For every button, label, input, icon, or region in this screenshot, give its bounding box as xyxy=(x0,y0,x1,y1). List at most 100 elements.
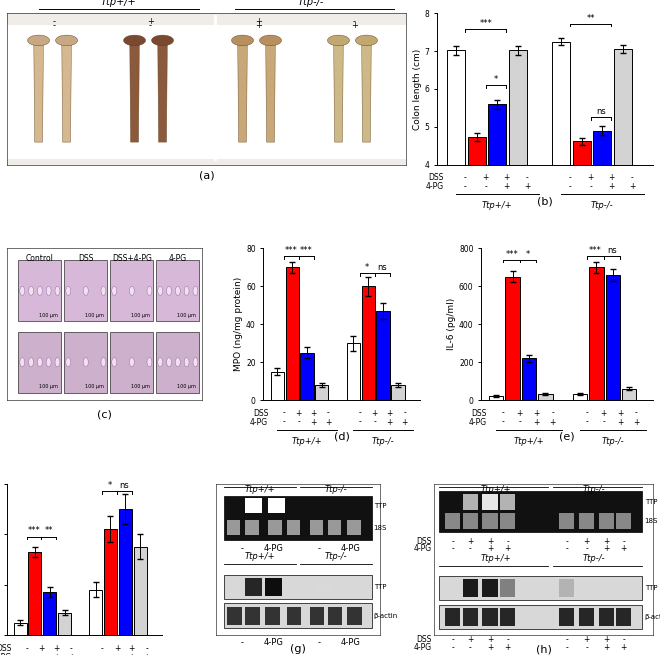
Ellipse shape xyxy=(147,358,152,367)
Polygon shape xyxy=(238,41,248,142)
FancyBboxPatch shape xyxy=(224,496,372,540)
Polygon shape xyxy=(158,41,168,142)
Text: +: + xyxy=(601,409,607,417)
FancyBboxPatch shape xyxy=(246,520,259,535)
Bar xyxy=(622,388,636,400)
Bar xyxy=(447,50,465,316)
Text: ns: ns xyxy=(378,263,387,272)
Text: +: + xyxy=(114,644,120,653)
Text: -: - xyxy=(464,174,467,182)
FancyBboxPatch shape xyxy=(616,514,632,529)
Text: +: + xyxy=(603,643,609,652)
Bar xyxy=(509,50,527,316)
FancyBboxPatch shape xyxy=(482,608,498,626)
Text: DSS+4-PG: DSS+4-PG xyxy=(112,254,152,263)
Text: -: - xyxy=(451,643,454,652)
Text: 4-PG: 4-PG xyxy=(426,182,444,191)
FancyBboxPatch shape xyxy=(500,608,515,626)
FancyBboxPatch shape xyxy=(438,491,642,532)
Text: +: + xyxy=(53,653,59,655)
Bar xyxy=(58,612,71,635)
Text: -: - xyxy=(101,653,104,655)
FancyBboxPatch shape xyxy=(317,578,334,596)
Text: 100 μm: 100 μm xyxy=(177,313,195,318)
Text: -: - xyxy=(635,409,638,417)
FancyBboxPatch shape xyxy=(500,494,515,510)
Text: -: - xyxy=(282,409,285,417)
Text: +: + xyxy=(487,536,493,546)
Text: +: + xyxy=(620,643,627,652)
Text: -: - xyxy=(451,544,454,553)
Text: +: + xyxy=(387,409,393,417)
Ellipse shape xyxy=(55,286,60,295)
Text: 100 μm: 100 μm xyxy=(38,313,57,318)
Text: Ttp+/+: Ttp+/+ xyxy=(480,485,511,494)
Ellipse shape xyxy=(28,358,34,367)
Bar xyxy=(593,131,611,316)
FancyBboxPatch shape xyxy=(347,520,360,535)
Text: DSS: DSS xyxy=(428,174,444,182)
Text: -: - xyxy=(101,644,104,653)
FancyBboxPatch shape xyxy=(7,26,407,159)
Text: (a): (a) xyxy=(199,171,214,181)
Text: -: - xyxy=(566,544,568,553)
Ellipse shape xyxy=(66,358,71,367)
Text: -: - xyxy=(469,643,472,652)
Text: +: + xyxy=(255,22,262,30)
Ellipse shape xyxy=(147,286,152,295)
Text: +: + xyxy=(401,418,408,426)
Text: β-actin: β-actin xyxy=(645,614,660,620)
Text: -: - xyxy=(551,409,554,417)
Text: -: - xyxy=(589,182,592,191)
FancyBboxPatch shape xyxy=(438,576,642,601)
Text: (h): (h) xyxy=(536,645,552,654)
Text: ***: *** xyxy=(285,246,298,255)
Text: +: + xyxy=(603,544,609,553)
Ellipse shape xyxy=(55,35,78,46)
FancyBboxPatch shape xyxy=(559,608,574,626)
Text: -: - xyxy=(40,653,43,655)
FancyBboxPatch shape xyxy=(438,605,642,629)
Bar xyxy=(506,277,520,400)
Ellipse shape xyxy=(356,35,378,46)
Text: TTP: TTP xyxy=(374,503,386,509)
FancyBboxPatch shape xyxy=(265,578,282,596)
Text: Ttp+/+: Ttp+/+ xyxy=(480,553,511,563)
Text: -: - xyxy=(469,544,472,553)
Ellipse shape xyxy=(184,358,189,367)
Ellipse shape xyxy=(129,358,134,367)
Text: 100 μm: 100 μm xyxy=(131,313,149,318)
Bar xyxy=(552,41,570,316)
Text: -: - xyxy=(318,544,321,553)
FancyBboxPatch shape xyxy=(64,332,108,392)
Text: +: + xyxy=(504,544,511,553)
Text: **: ** xyxy=(45,527,53,536)
Bar xyxy=(362,286,375,400)
Text: +: + xyxy=(583,635,590,645)
Text: -: - xyxy=(53,17,56,26)
FancyBboxPatch shape xyxy=(227,520,240,535)
Text: ns: ns xyxy=(119,481,129,490)
Bar xyxy=(522,358,537,400)
Text: *: * xyxy=(365,263,370,272)
Text: +: + xyxy=(583,536,590,546)
Text: +: + xyxy=(296,409,302,417)
Text: -: - xyxy=(318,639,321,647)
Text: -: - xyxy=(566,643,568,652)
Text: 4-PG: 4-PG xyxy=(469,418,486,426)
Bar xyxy=(488,104,506,316)
Text: +: + xyxy=(617,418,623,426)
Polygon shape xyxy=(34,41,44,142)
Ellipse shape xyxy=(83,358,88,367)
FancyBboxPatch shape xyxy=(327,607,343,625)
Bar xyxy=(376,311,389,400)
Text: -: - xyxy=(506,635,509,645)
Text: 100 μm: 100 μm xyxy=(131,384,149,390)
Text: -: - xyxy=(241,639,244,647)
FancyBboxPatch shape xyxy=(463,514,478,529)
Text: Ttp-/-: Ttp-/- xyxy=(325,552,347,561)
FancyBboxPatch shape xyxy=(224,574,372,599)
Ellipse shape xyxy=(166,358,172,367)
FancyBboxPatch shape xyxy=(18,261,61,321)
Text: -: - xyxy=(586,409,589,417)
